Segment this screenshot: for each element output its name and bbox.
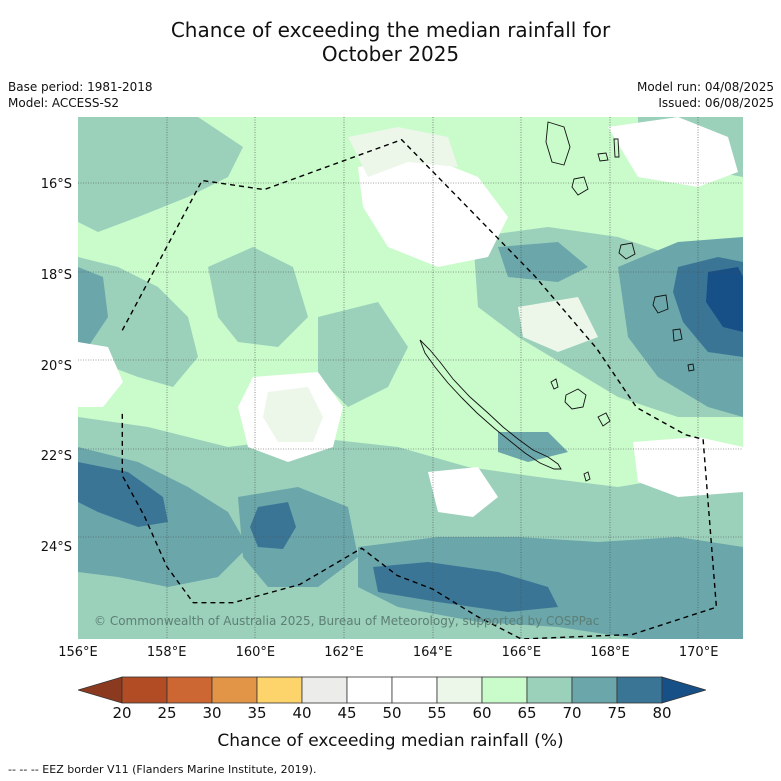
- erromango-coastline: [652, 294, 669, 314]
- field-55-percent-zones: [263, 127, 598, 442]
- lat-tick-label: 22°S: [40, 449, 72, 465]
- base-period-text: Base period: 1981-2018: [8, 80, 153, 94]
- tanna-coastline: [672, 328, 683, 342]
- colorbar-tick-label: 55: [427, 704, 447, 722]
- model-run-text: Model run: 04/08/2025: [636, 80, 774, 94]
- zone-80-south-east: [373, 562, 558, 612]
- zone-80-southwest: [78, 462, 168, 527]
- espiritu-santo-coastline: [545, 121, 571, 166]
- colorbar-tick-label: 60: [472, 704, 492, 722]
- colorbar-tick-label: 70: [562, 704, 582, 722]
- colorbar-extend-low: [78, 676, 123, 704]
- zone-75-south-east: [358, 537, 743, 639]
- colorbar-extend-high: [661, 676, 706, 704]
- colorbar-tick-label: 30: [202, 704, 222, 722]
- colorbar-segment: [391, 676, 438, 704]
- zone-50-east-south: [633, 437, 743, 497]
- issued-text: Issued: 06/08/2025: [658, 96, 774, 110]
- zone-75-west-strip: [78, 267, 108, 347]
- isle-of-pines-coastline: [583, 471, 591, 482]
- meta-left: Base period: 1981-2018 Model: ACCESS-S2: [8, 79, 153, 111]
- meta-right: Model run: 04/08/2025 Issued: 06/08/2025: [637, 79, 774, 111]
- colorbar-tick-label: 65: [517, 704, 537, 722]
- colorbar-tick-label: 20: [112, 704, 132, 722]
- graticule: [78, 117, 743, 639]
- colorbar-segment: [211, 676, 258, 704]
- eez-border: [121, 138, 718, 639]
- aneityum-coastline: [687, 363, 695, 372]
- ambrym-coastline: [597, 152, 609, 162]
- lon-tick-label: 166°E: [501, 645, 542, 660]
- colorbar-segment: [526, 676, 573, 704]
- lat-tick-label: 18°S: [40, 267, 72, 283]
- lon-tick-label: 158°E: [146, 645, 187, 660]
- colorbar-segment: [256, 676, 303, 704]
- copyright-text: © Commonwealth of Australia 2025, Bureau…: [94, 614, 600, 628]
- pentecost-coastline: [613, 138, 620, 158]
- lat-tick-label: 16°S: [40, 177, 72, 193]
- colorbar-tick-label: 80: [652, 704, 672, 722]
- colorbar-segment: [436, 676, 483, 704]
- map-title-line1: Chance of exceeding the median rainfall …: [170, 18, 611, 42]
- lon-tick-label: 156°E: [58, 645, 98, 660]
- colorbar-segment: [346, 676, 393, 704]
- lifou-coastline: [564, 388, 587, 410]
- zone-50-west: [78, 342, 123, 407]
- zone-55-east-mid: [518, 297, 598, 352]
- map-title-line2: October 2025: [321, 42, 460, 66]
- malekula-coastline: [571, 176, 589, 196]
- colorbar-segment: [121, 676, 168, 704]
- zone-75-ncal-south: [498, 432, 568, 462]
- coastlines: [419, 121, 695, 482]
- colorbar-segment: [481, 676, 528, 704]
- colorbar-tick-label: 45: [337, 704, 357, 722]
- colorbar-title: Chance of exceeding median rainfall (%): [217, 731, 564, 751]
- colorbar-tick-label: 25: [157, 704, 177, 722]
- model-text: Model: ACCESS-S2: [8, 96, 120, 110]
- colorbar-segment: [301, 676, 348, 704]
- colorbar: [78, 676, 706, 704]
- colorbar-segment: [616, 676, 663, 704]
- zone-50-northeast: [608, 117, 738, 187]
- colorbar-segment: [571, 676, 618, 704]
- lon-tick-label: 170°E: [678, 645, 719, 660]
- lon-tick-label: 168°E: [590, 645, 630, 660]
- map-title: Chance of exceeding the median rainfall …: [0, 18, 781, 66]
- colorbar-tick-label: 75: [607, 704, 627, 722]
- colorbar-segment: [166, 676, 213, 704]
- new-caledonia-coastline: [419, 339, 562, 470]
- eez-legend-footnote: -- -- -- EEZ border V11 (Flanders Marine…: [8, 763, 317, 776]
- lat-tick-label: 20°S: [40, 358, 72, 374]
- zone-85-east: [706, 267, 743, 332]
- colorbar-tick-label: 40: [292, 704, 312, 722]
- colorbar-tick-label: 50: [382, 704, 402, 722]
- zone-50-south-center: [428, 467, 498, 517]
- colorbar-tick-label: 35: [247, 704, 267, 722]
- lon-tick-label: 160°E: [235, 645, 276, 660]
- zone-70-northwest: [78, 117, 243, 232]
- lon-tick-label: 164°E: [412, 645, 453, 660]
- lat-tick-label: 24°S: [40, 540, 72, 556]
- lon-tick-label: 162°E: [324, 645, 364, 660]
- efate-coastline: [618, 242, 636, 260]
- zone-55-central-inner: [263, 387, 323, 442]
- mare-coastline: [597, 412, 611, 427]
- rainfall-map: [78, 117, 743, 639]
- ouvea-coastline: [550, 378, 559, 390]
- zone-55-north: [348, 127, 458, 177]
- zone-70-central: [318, 302, 408, 407]
